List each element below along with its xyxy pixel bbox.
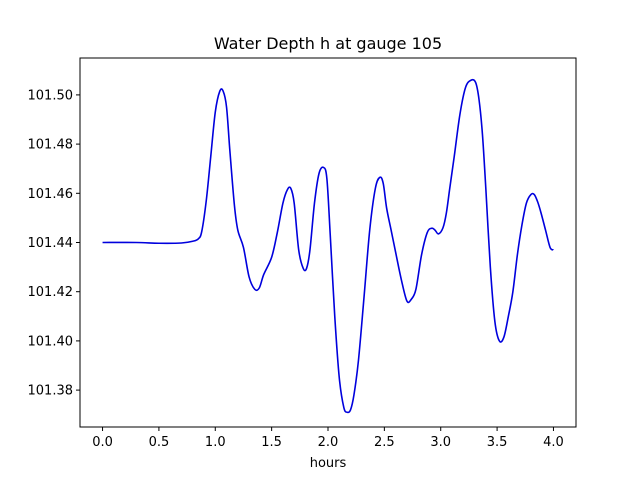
y-tick-label: 101.48 xyxy=(28,138,74,153)
y-tick-label: 101.44 xyxy=(28,236,74,251)
plot-frame xyxy=(79,57,577,428)
y-tick-label: 101.46 xyxy=(28,187,74,202)
x-tick-label: 2.0 xyxy=(318,435,339,450)
x-tick-label: 2.5 xyxy=(374,435,395,450)
series-line-water-depth xyxy=(102,78,554,414)
x-tick-label: 1.0 xyxy=(205,435,226,450)
x-tick-label: 1.5 xyxy=(261,435,282,450)
y-tick-label: 101.50 xyxy=(28,88,74,103)
axis-ticks: 0.0 0.5 1.0 1.5 2.0 2.5 3.0 3.5 4.0 101.38 101.40 1… xyxy=(28,88,564,450)
y-tick-label: 101.42 xyxy=(28,285,74,300)
y-tick-label: 101.40 xyxy=(28,334,74,349)
x-axis-label: hours xyxy=(310,456,347,471)
y-tick-label: 101.38 xyxy=(28,384,74,399)
x-tick-label: 0.0 xyxy=(92,435,113,450)
chart-title: Water Depth h at gauge 105 xyxy=(214,34,442,53)
x-tick-label: 4.0 xyxy=(543,435,564,450)
x-tick-label: 0.5 xyxy=(149,435,170,450)
x-tick-label: 3.0 xyxy=(430,435,451,450)
x-tick-label: 3.5 xyxy=(487,435,508,450)
